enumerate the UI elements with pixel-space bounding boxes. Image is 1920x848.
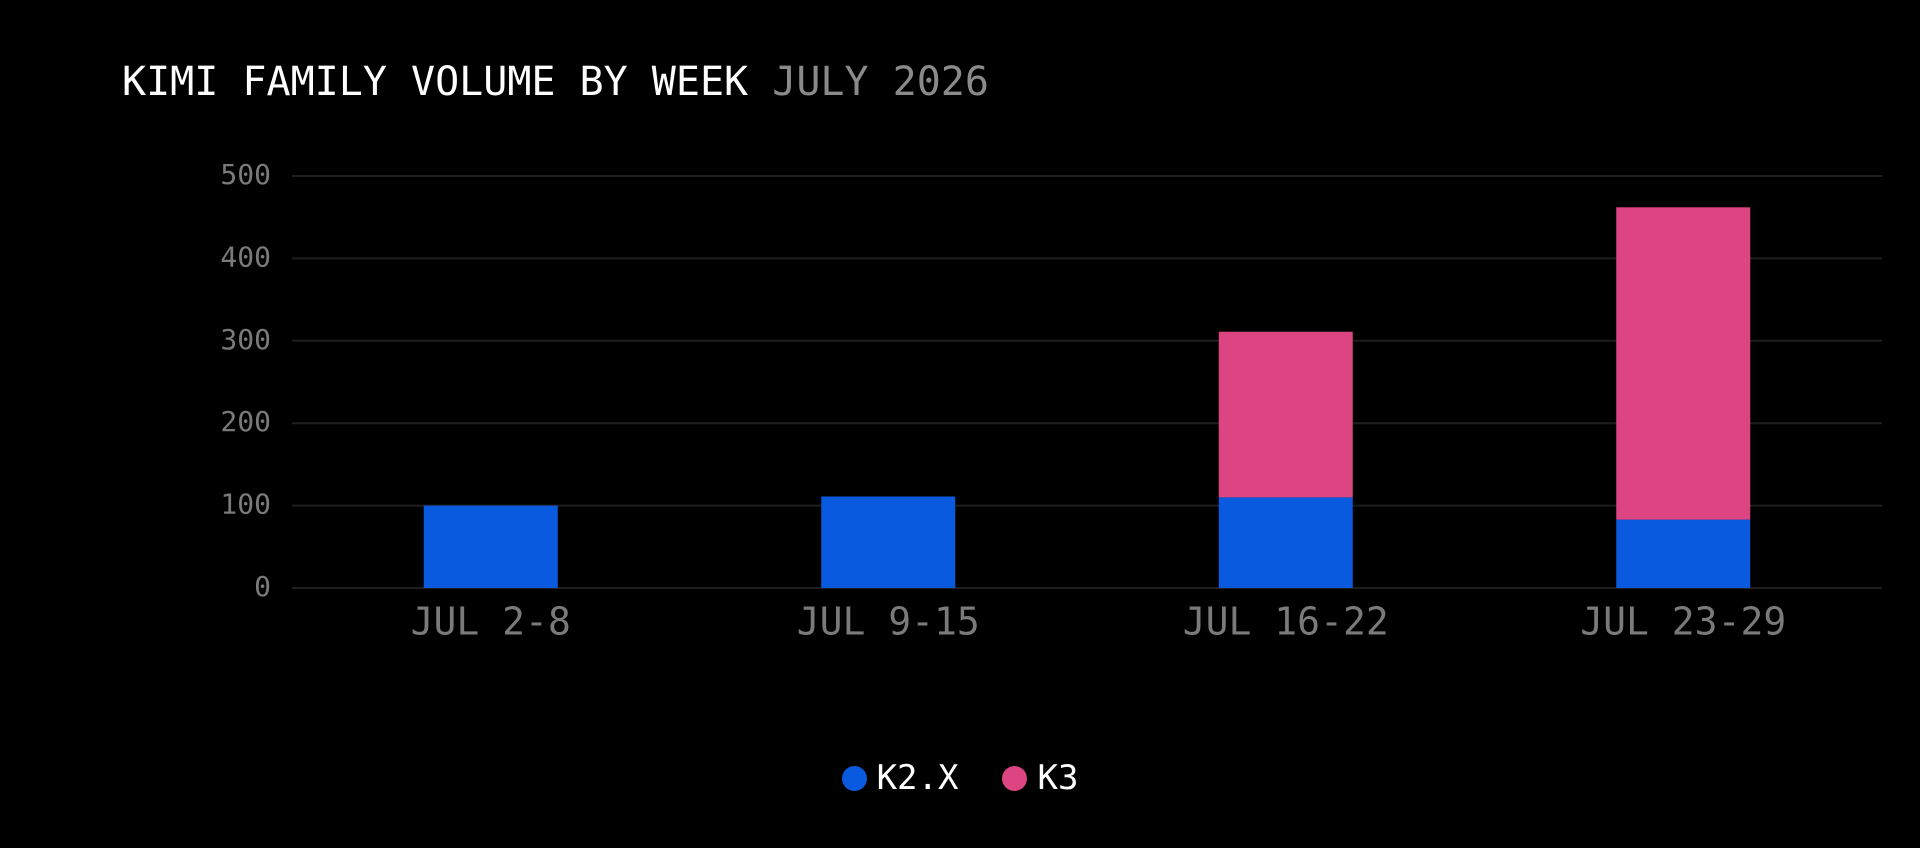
y-tick-label: 400 — [220, 240, 271, 273]
bar-k3-3 — [1616, 207, 1751, 520]
bar-k2x-3 — [1616, 519, 1751, 588]
x-tick-label: JUL 9-15 — [797, 600, 980, 644]
chart-title: KIMI FAMILY VOLUME BY WEEK JULY 2026 — [122, 58, 989, 106]
legend-swatch-k2x — [841, 765, 867, 791]
legend-label-k3: K3 — [1037, 758, 1079, 798]
bar-k2x-1 — [821, 496, 956, 588]
chart-title-main: KIMI FAMILY VOLUME BY WEEK — [122, 59, 749, 105]
legend-item-k3: K3 — [1002, 758, 1078, 798]
y-tick-label: 100 — [220, 488, 271, 521]
legend-label-k2x: K2.X — [876, 758, 959, 798]
chart-title-sub: JULY 2026 — [772, 59, 989, 105]
bar-k2x-2 — [1218, 497, 1353, 588]
x-tick-label: JUL 16-22 — [1183, 600, 1389, 644]
legend-item-k2x: K2.X — [841, 758, 959, 798]
x-tick-label: JUL 2-8 — [411, 600, 571, 644]
chart-legend: K2.X K3 — [0, 758, 1920, 798]
y-tick-label: 200 — [220, 405, 271, 438]
bar-k2x-0 — [423, 505, 558, 588]
legend-swatch-k3 — [1002, 765, 1028, 791]
y-tick-label: 0 — [254, 570, 271, 603]
x-tick-label: JUL 23-29 — [1580, 600, 1786, 644]
bar-k3-2 — [1218, 331, 1353, 498]
y-tick-label: 300 — [220, 323, 271, 356]
y-tick-label: 500 — [220, 158, 271, 191]
